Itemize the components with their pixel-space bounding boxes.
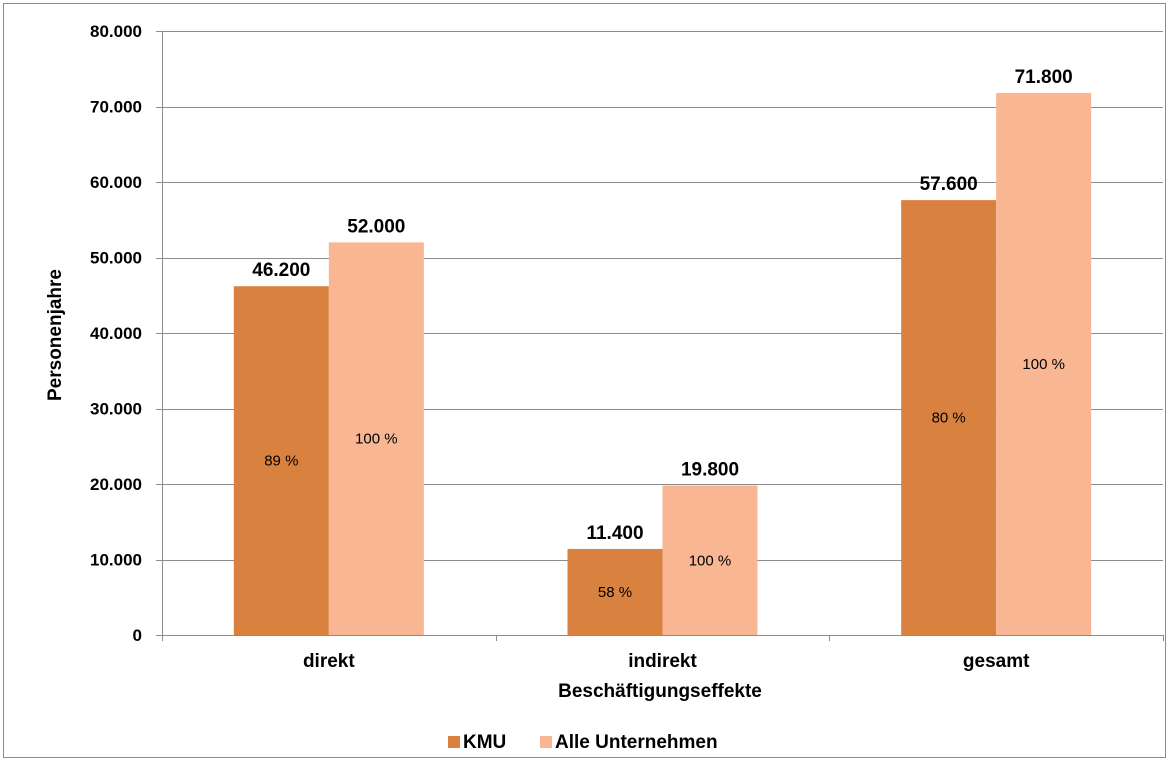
legend-swatch-kmu (448, 736, 460, 748)
value-label: 71.800 (1015, 67, 1073, 88)
data-labels: 46.200 89 % 52.000 100 % 11.400 58 % 19.800 100… (252, 67, 1072, 601)
bar-indirekt-alle-unternehmen (662, 485, 758, 635)
y-tick-label: 40.000 (90, 324, 142, 343)
value-label: 46.200 (252, 260, 310, 281)
axes (162, 31, 1164, 641)
y-axis-title: Personenjahre (45, 269, 66, 401)
value-label: 52.000 (347, 216, 405, 237)
x-axis-categories: direkt indirekt gesamt (303, 651, 1030, 672)
y-tick-label: 60.000 (90, 173, 142, 192)
legend-label-alle-unternehmen: Alle Unternehmen (555, 732, 718, 753)
percent-label: 58 % (598, 584, 632, 601)
value-label: 11.400 (586, 523, 643, 544)
x-tick-label: indirekt (628, 651, 697, 672)
percent-label: 100 % (1022, 356, 1065, 373)
y-tick-label: 50.000 (90, 249, 142, 268)
bar-gesamt-kmu (901, 200, 997, 635)
legend-label-kmu: KMU (463, 732, 506, 753)
value-label: 19.800 (681, 460, 739, 481)
y-tick-label: 0 (133, 626, 142, 645)
y-tick-label: 30.000 (90, 400, 142, 419)
x-axis-title: Beschäftigungseffekte (558, 681, 762, 702)
bar-gesamt-alle-unternehmen (996, 92, 1092, 635)
value-label: 57.600 (920, 174, 978, 195)
y-tick-label: 80.000 (90, 22, 142, 41)
percent-label: 89 % (264, 453, 298, 470)
y-axis-ticks: 0 10.000 20.000 30.000 40.000 50.000 60.000 70.… (90, 22, 162, 645)
y-tick-label: 10.000 (90, 551, 142, 570)
y-tick-label: 20.000 (90, 475, 142, 494)
percent-label: 100 % (355, 431, 398, 448)
legend-swatch-alle-unternehmen (540, 736, 552, 748)
percent-label: 80 % (932, 410, 966, 427)
x-tick-label: gesamt (963, 651, 1030, 672)
bar-indirekt-kmu (567, 548, 663, 635)
bar-direkt-kmu (233, 286, 329, 635)
bars (233, 92, 1092, 635)
legend: KMU Alle Unternehmen (448, 732, 718, 753)
x-tick-label: direkt (303, 651, 355, 672)
percent-label: 100 % (689, 552, 732, 569)
bar-direkt-alle-unternehmen (328, 242, 424, 635)
y-tick-label: 70.000 (90, 98, 142, 117)
